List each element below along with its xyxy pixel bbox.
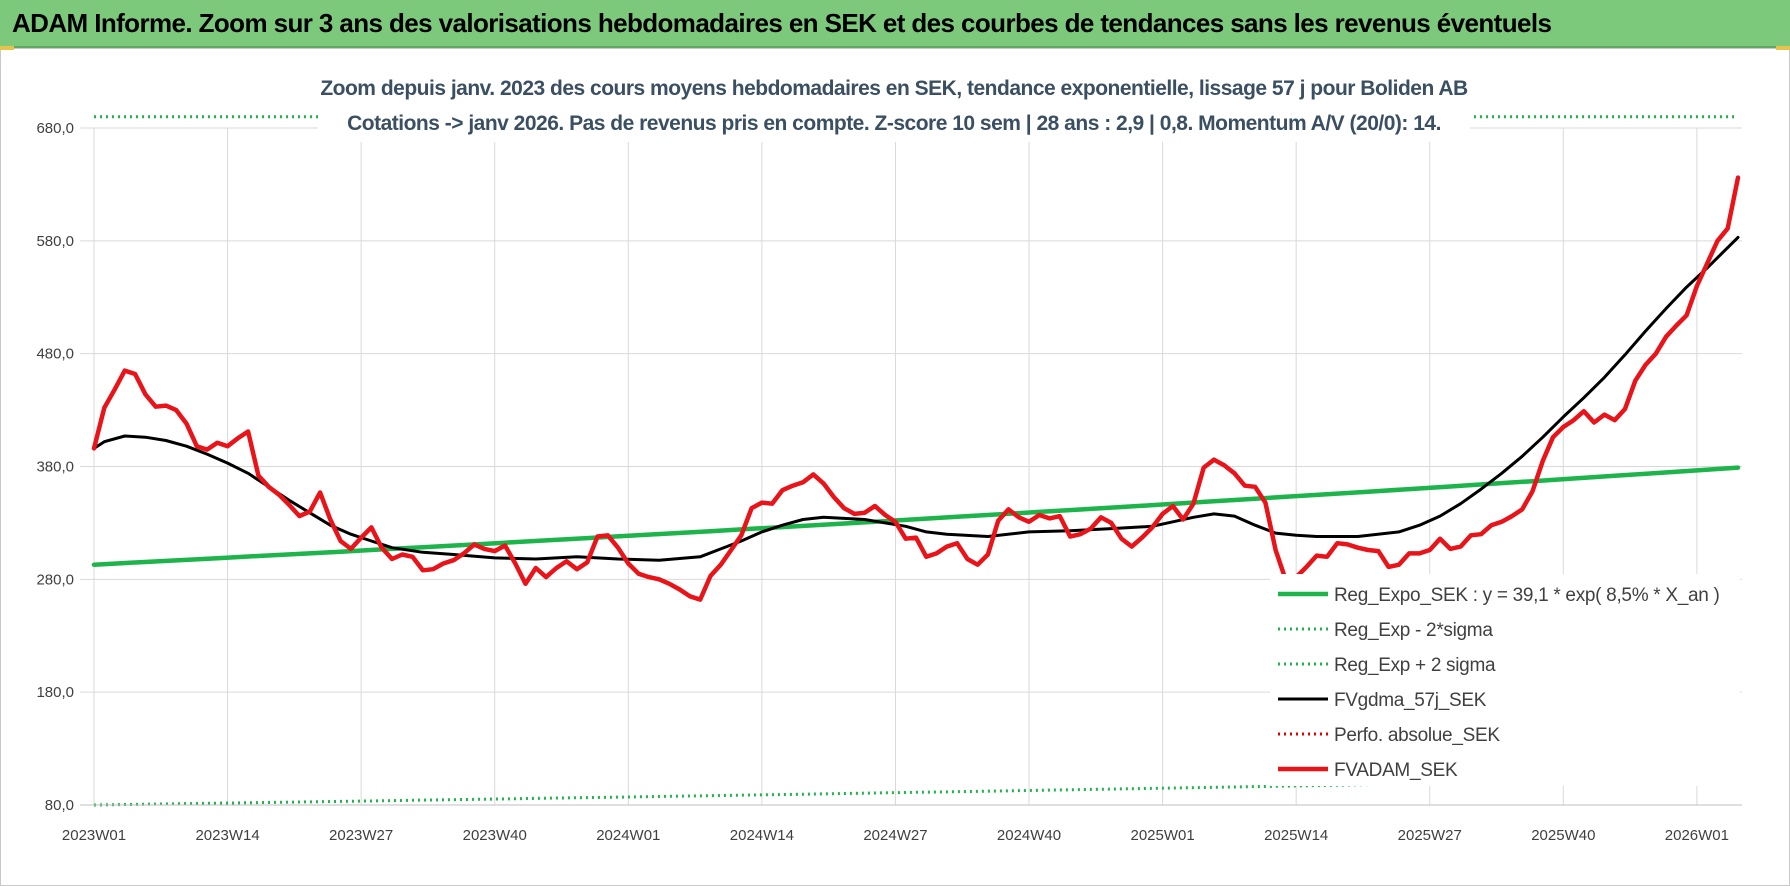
reg-expo-series (91, 465, 1741, 567)
legend-label: Perfo. absolue_SEK (1334, 725, 1500, 746)
x-tick-label: 2024W14 (730, 827, 794, 844)
y-tick-label: 680,0 (36, 120, 74, 137)
chart-title-line1: Zoom depuis janv. 2023 des cours moyens … (320, 77, 1468, 100)
legend-label: Reg_Exp - 2*sigma (1334, 620, 1493, 641)
legend: Reg_Expo_SEK : y = 39,1 * exp( 8,5% * X_… (1270, 574, 1740, 786)
legend-label: FVgdma_57j_SEK (1334, 690, 1487, 711)
report-title: ADAM Informe. Zoom sur 3 ans des valoris… (12, 8, 1552, 38)
y-tick-label: 80,0 (45, 797, 74, 814)
chart-title-line2: Cotations -> janv 2026. Pas de revenus p… (347, 112, 1441, 135)
legend-label: Reg_Exp + 2 sigma (1334, 655, 1496, 676)
y-tick-label: 480,0 (36, 346, 74, 363)
x-tick-label: 2023W27 (329, 827, 393, 844)
x-tick-label: 2025W27 (1398, 827, 1462, 844)
chart-title-backdrop (318, 68, 1470, 142)
fvadam-series (91, 175, 1741, 602)
x-tick-label: 2023W14 (195, 827, 259, 844)
corner-accent-right (1776, 46, 1790, 50)
y-tick-label: 580,0 (36, 233, 74, 250)
x-tick-label: 2025W14 (1264, 827, 1328, 844)
y-tick-label: 280,0 (36, 571, 74, 588)
legend-backdrop (1270, 574, 1740, 786)
x-tick-label: 2024W27 (863, 827, 927, 844)
x-tick-label: 2023W40 (463, 827, 527, 844)
chart-title-group: Zoom depuis janv. 2023 des cours moyens … (318, 68, 1470, 142)
y-tick-label: 380,0 (36, 459, 74, 476)
x-tick-label: 2024W40 (997, 827, 1061, 844)
report-banner: ADAM Informe. Zoom sur 3 ans des valoris… (0, 0, 1790, 48)
y-tick-label: 180,0 (36, 684, 74, 701)
x-tick-label: 2025W01 (1130, 827, 1194, 844)
x-tick-label: 2024W01 (596, 827, 660, 844)
x-tick-label: 2023W01 (62, 827, 126, 844)
legend-label: Reg_Expo_SEK : y = 39,1 * exp( 8,5% * X_… (1334, 585, 1720, 606)
axis-layer: 80,0 180,0 280,0 380,0 480,0 580,0 680,0 2023W0… (36, 120, 1742, 844)
corner-accent-left (0, 46, 14, 50)
x-tick-label: 2025W40 (1531, 827, 1595, 844)
legend-label: FVADAM_SEK (1334, 760, 1458, 781)
x-tick-label: 2026W01 (1665, 827, 1729, 844)
reg-exp-minus-2sigma-series (93, 776, 1739, 807)
fvgdma-57j-series (92, 235, 1740, 562)
